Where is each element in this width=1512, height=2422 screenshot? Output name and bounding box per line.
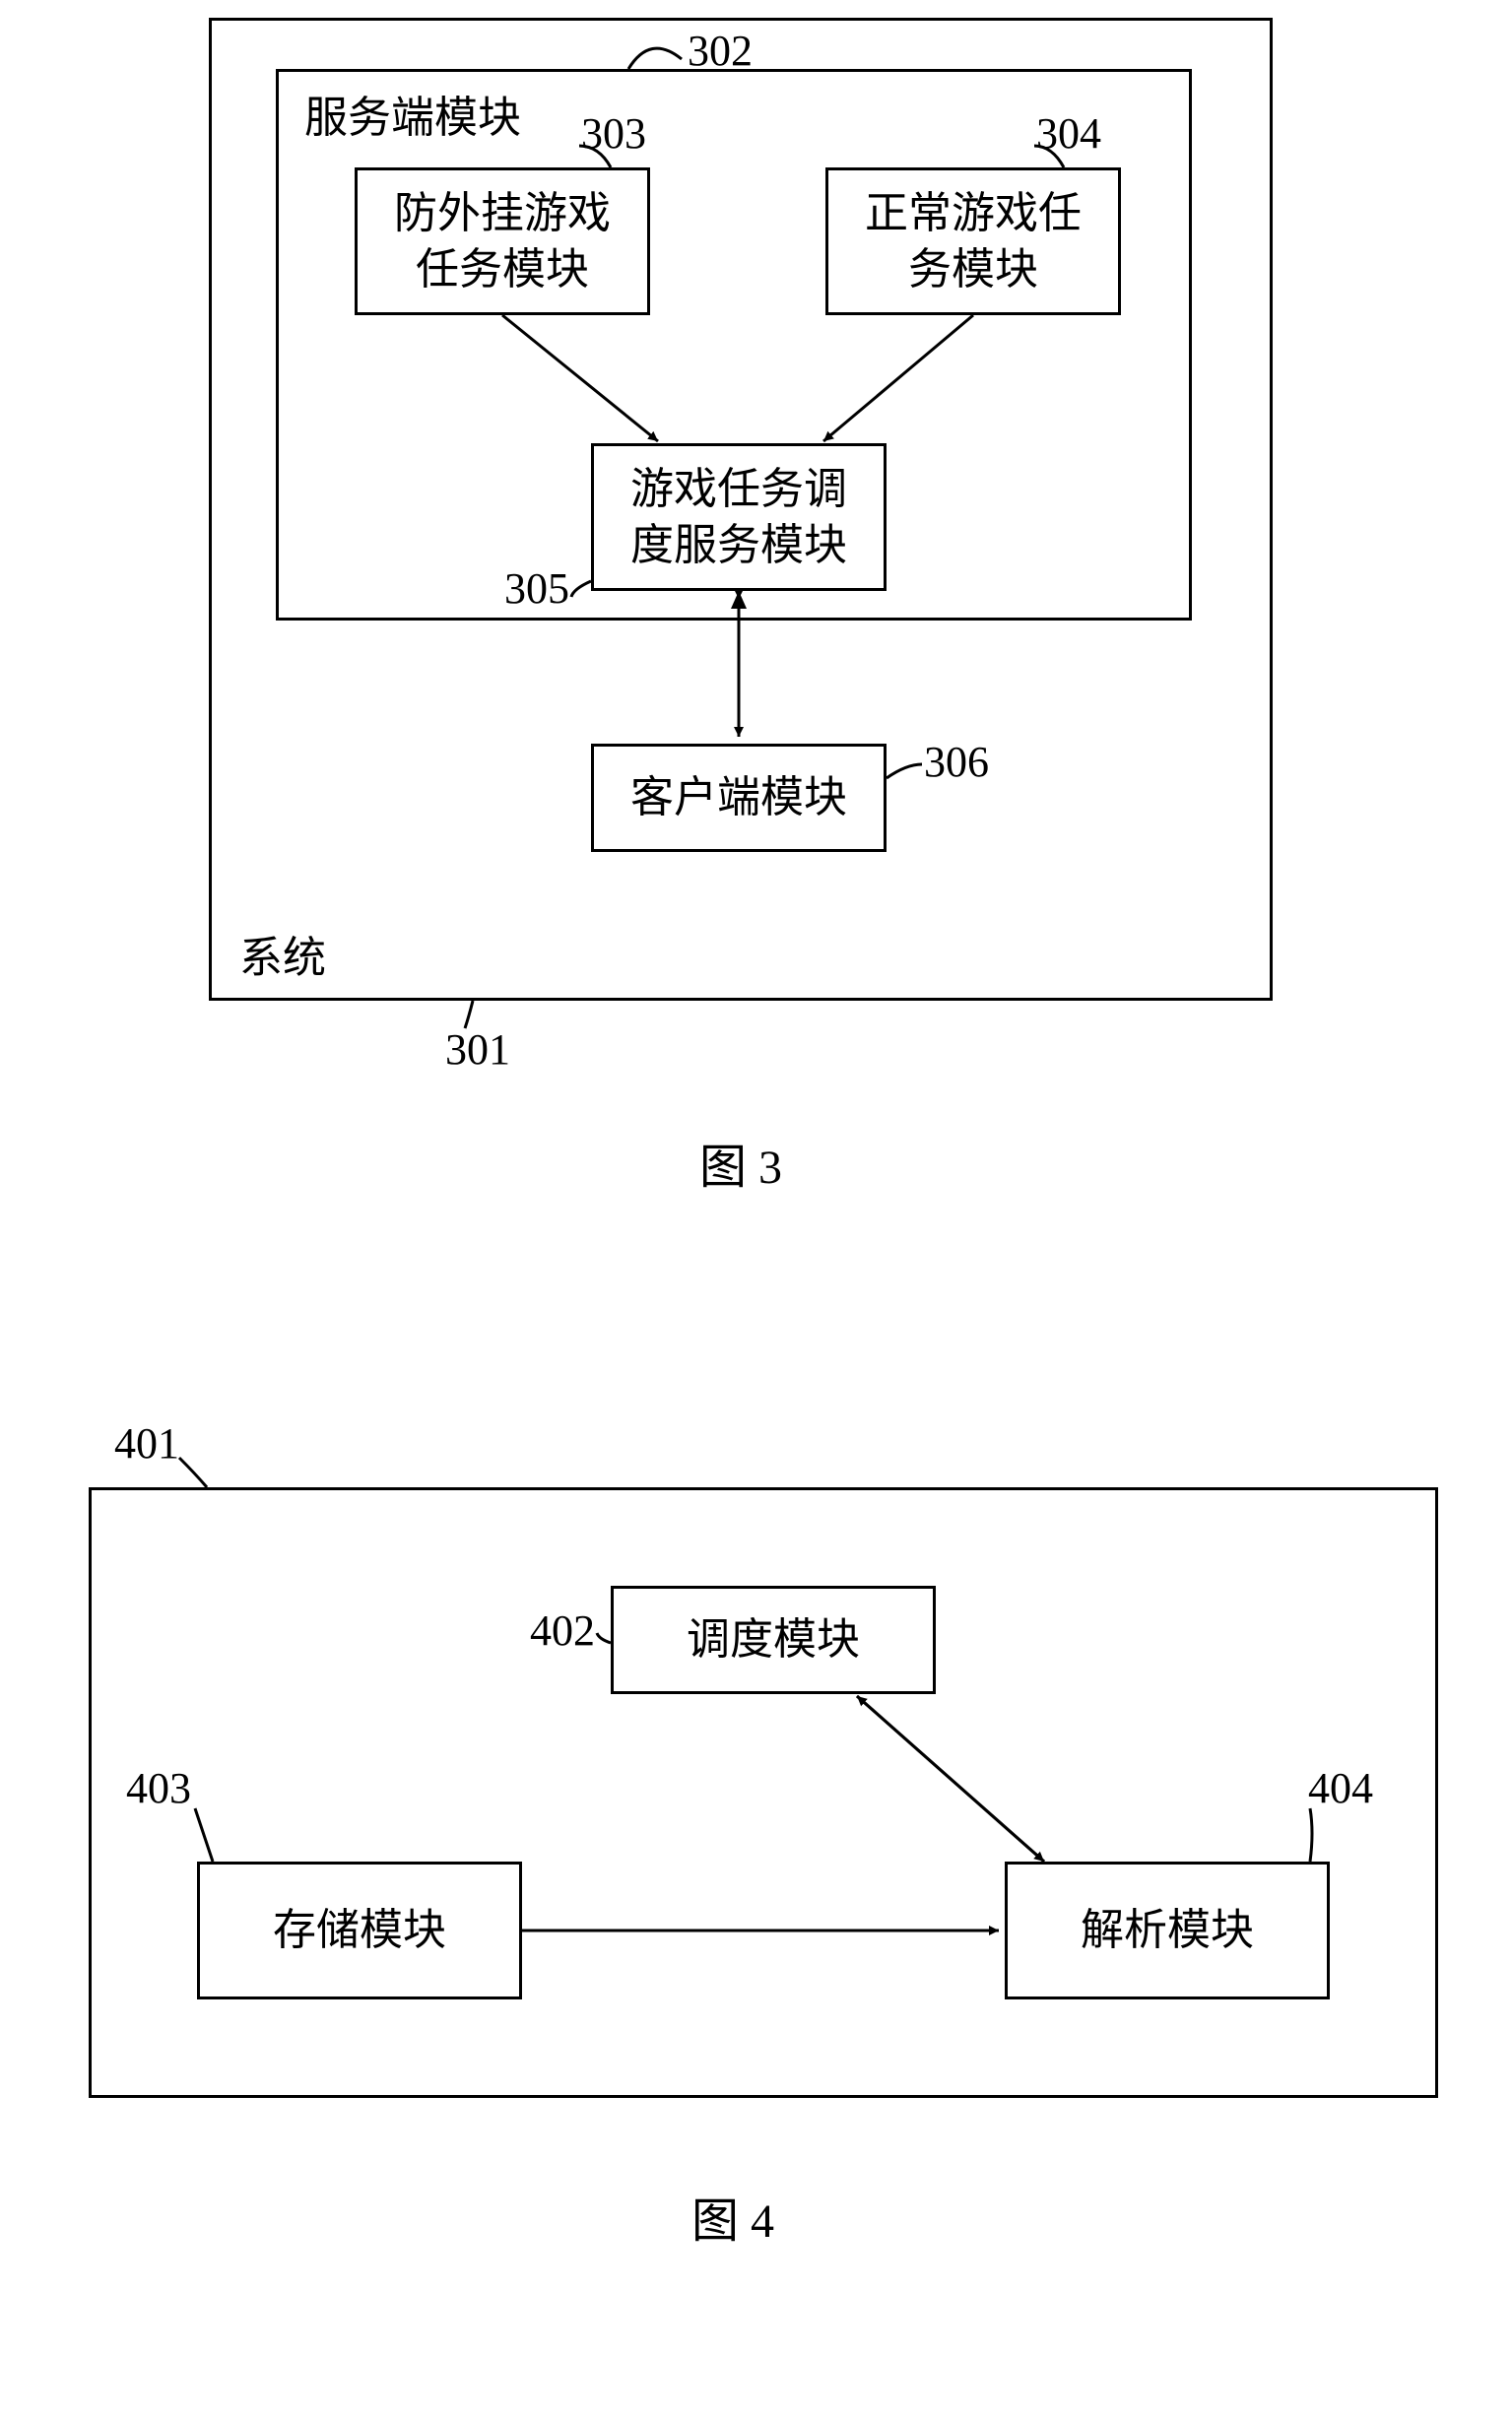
fig3-anti-cheat-box: 防外挂游戏 任务模块 xyxy=(355,167,650,315)
fig3-client-text: 客户端模块 xyxy=(630,769,847,825)
fig3-ref-305: 305 xyxy=(504,563,569,614)
fig3-server-title: 服务端模块 xyxy=(279,72,521,146)
fig3-anti-cheat-text: 防外挂游戏 任务模块 xyxy=(394,185,611,297)
fig3-system-label: 系统 xyxy=(212,930,326,998)
fig4-caption: 图 4 xyxy=(691,2182,774,2251)
fig3-caption: 图 3 xyxy=(699,1128,782,1197)
fig4-ref-401: 401 xyxy=(114,1418,179,1469)
fig4-parser-text: 解析模块 xyxy=(1081,1902,1254,1958)
fig4-ref-402: 402 xyxy=(530,1605,595,1656)
fig4-outer-box xyxy=(89,1487,1438,2098)
fig4-parser-box: 解析模块 xyxy=(1005,1862,1330,1999)
fig4-storage-text: 存储模块 xyxy=(273,1902,446,1958)
fig3-scheduler-box: 游戏任务调 度服务模块 xyxy=(591,443,887,591)
page-container: 系统 301 服务端模块 302 防外挂游戏 任务模块 303 正常游戏任 务模… xyxy=(0,0,1512,2422)
fig4-scheduler-box: 调度模块 xyxy=(611,1586,936,1694)
fig3-ref-304: 304 xyxy=(1036,108,1101,159)
fig4-ref-404: 404 xyxy=(1308,1763,1373,1813)
fig4-ref-403: 403 xyxy=(126,1763,191,1813)
fig3-ref-306: 306 xyxy=(924,737,989,787)
fig4-scheduler-text: 调度模块 xyxy=(687,1611,860,1668)
fig4-storage-box: 存储模块 xyxy=(197,1862,522,1999)
fig3-scheduler-text: 游戏任务调 度服务模块 xyxy=(630,461,847,573)
fig3-ref-303: 303 xyxy=(581,108,646,159)
fig3-client-box: 客户端模块 xyxy=(591,744,887,852)
fig3-ref-301: 301 xyxy=(445,1024,510,1075)
fig3-ref-302: 302 xyxy=(688,26,753,76)
fig3-normal-task-text: 正常游戏任 务模块 xyxy=(865,185,1082,297)
fig3-normal-task-box: 正常游戏任 务模块 xyxy=(825,167,1121,315)
